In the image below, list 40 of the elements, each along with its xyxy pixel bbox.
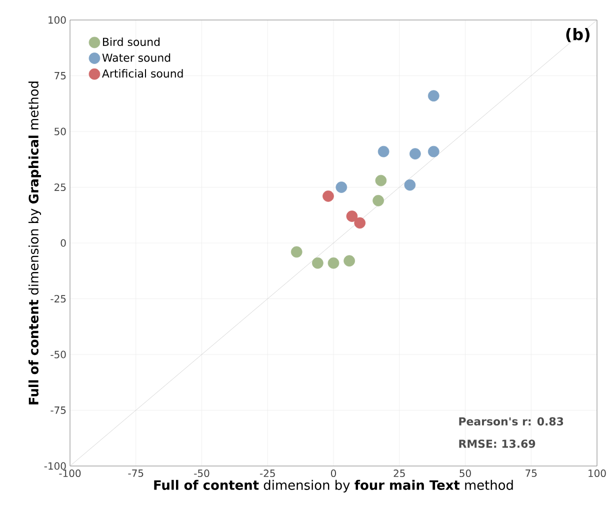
x-tick-label: 100 — [588, 470, 606, 478]
point — [346, 210, 358, 222]
point — [312, 257, 324, 269]
point — [428, 146, 440, 158]
point — [410, 148, 421, 160]
annotation: RMSE: 13.69 — [459, 440, 536, 448]
point — [336, 182, 348, 193]
point — [290, 246, 302, 258]
x-tick-label: 50 — [460, 470, 471, 478]
legend-label: Artificial sound — [102, 69, 183, 78]
y-tick-label: -25 — [50, 294, 66, 303]
x-tick-label: -75 — [128, 470, 144, 477]
y-tick-label: 25 — [54, 183, 66, 192]
legend-label: Bird sound — [103, 38, 160, 46]
x-tick-label: 75 — [526, 470, 537, 477]
point — [354, 217, 366, 229]
point — [375, 174, 387, 186]
annotation: (b) — [566, 28, 590, 42]
point — [322, 190, 334, 202]
point — [328, 257, 340, 269]
point — [372, 194, 384, 206]
x-tick-label: -50 — [194, 470, 210, 478]
y-tick-label: -100 — [44, 462, 66, 470]
legend-label: Water sound — [102, 53, 170, 62]
x-axis-title: Full of content dimension by four main Text method — [154, 480, 513, 492]
x-tick-label: -25 — [260, 470, 275, 478]
point — [344, 255, 355, 267]
y-axis-title: Full of content dimension by Graphical method — [28, 82, 42, 404]
y-tick-label: 75 — [54, 72, 66, 80]
y-tick-label: -50 — [50, 350, 66, 358]
y-tick-label: -75 — [50, 406, 66, 414]
y-tick-label: 100 — [48, 16, 66, 24]
point — [378, 146, 390, 158]
point — [404, 179, 416, 191]
x-tick-label: 25 — [394, 470, 405, 478]
annotation: Pearson's r: 0.83 — [459, 417, 564, 426]
y-tick-label: 0 — [60, 239, 66, 247]
x-tick-label: 0 — [330, 470, 336, 478]
y-tick-label: 50 — [54, 128, 66, 136]
point — [428, 90, 440, 102]
